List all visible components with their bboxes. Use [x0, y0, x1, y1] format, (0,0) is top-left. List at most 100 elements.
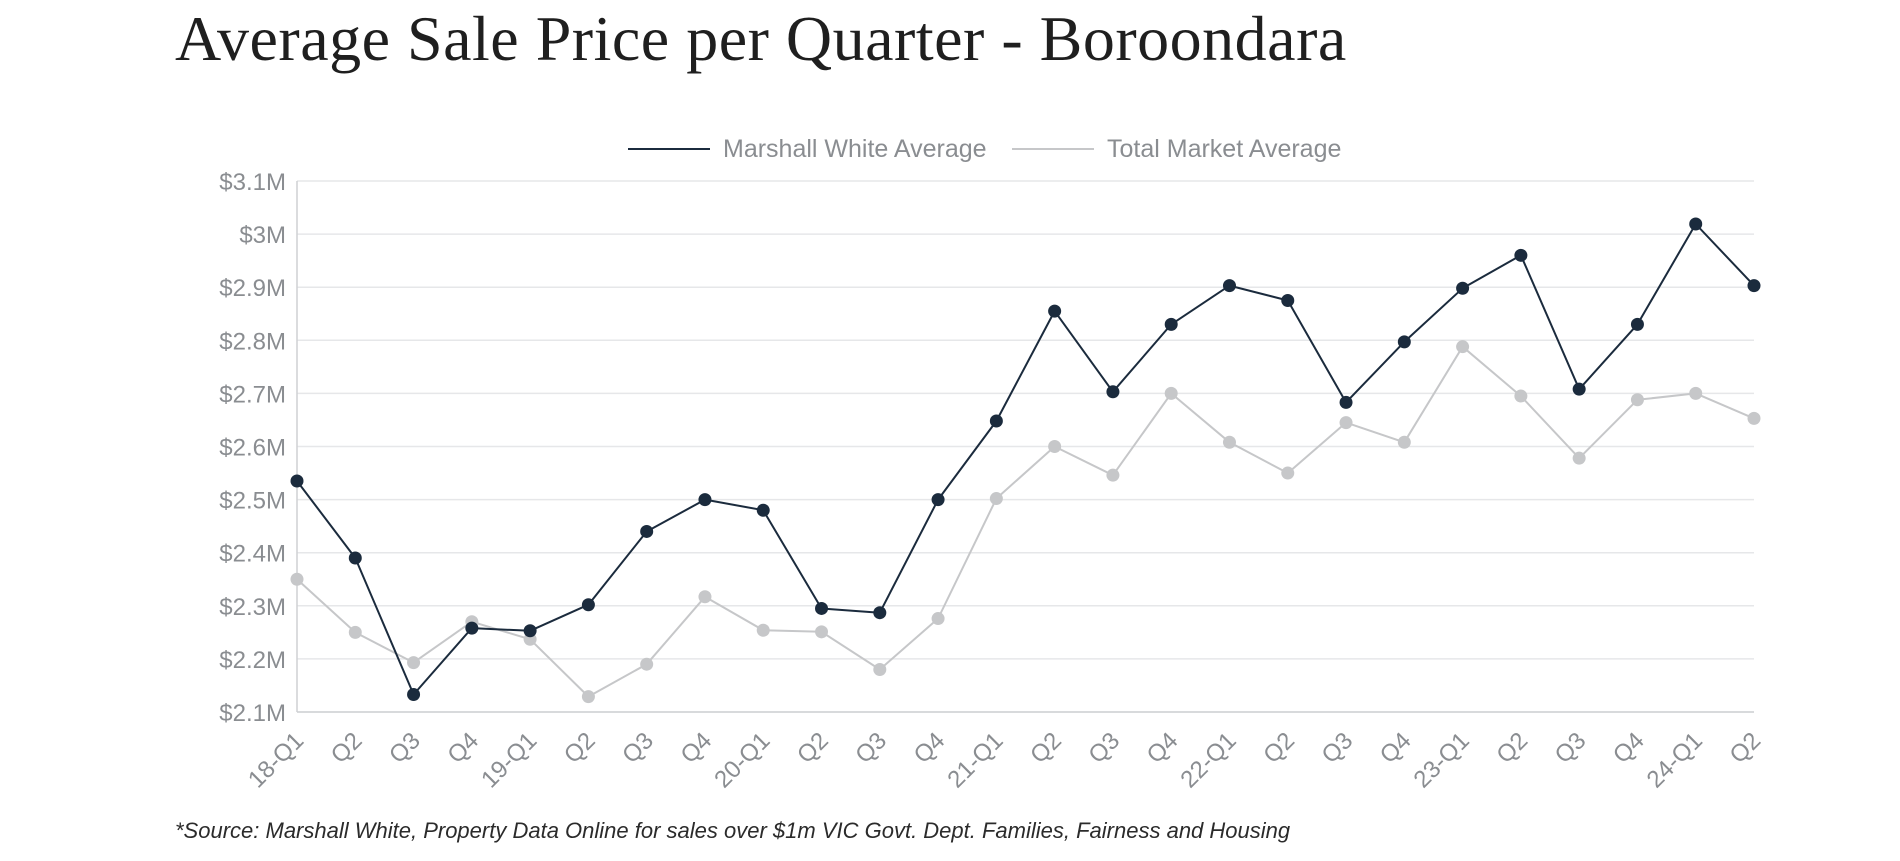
x-tick-label: Q4 — [909, 727, 951, 769]
data-point-total-market-average — [931, 612, 945, 626]
data-point-marshall-white-average — [873, 606, 887, 620]
data-point-marshall-white-average — [815, 601, 829, 615]
data-point-total-market-average — [1106, 468, 1120, 482]
data-point-total-market-average — [640, 657, 654, 671]
x-tick-label: Q4 — [1142, 727, 1184, 769]
legend-label-total-market-average: Total Market Average — [1107, 135, 1341, 163]
series-layer — [290, 217, 1761, 704]
chart-legend: Marshall White Average Total Market Aver… — [628, 135, 1341, 163]
x-tick-label: 21-Q1 — [942, 727, 1008, 793]
y-tick-label: $2.2M — [219, 647, 286, 674]
data-point-marshall-white-average — [756, 503, 770, 517]
y-tick-label: $2.6M — [219, 435, 286, 462]
x-tick-label: Q2 — [326, 727, 368, 769]
data-point-marshall-white-average — [1456, 281, 1470, 295]
x-tick-label: Q3 — [1317, 727, 1359, 769]
data-point-total-market-average — [290, 572, 304, 586]
data-point-total-market-average — [1048, 440, 1062, 453]
data-point-total-market-average — [1689, 386, 1703, 400]
data-point-total-market-average — [1164, 386, 1178, 400]
y-tick-label: $2.3M — [219, 594, 286, 621]
data-point-total-market-average — [1281, 466, 1295, 480]
x-tick-label: Q3 — [1083, 727, 1125, 769]
grid-lines — [297, 180, 1754, 713]
x-tick-label: Q2 — [1025, 727, 1067, 769]
source-note: *Source: Marshall White, Property Data O… — [175, 818, 1291, 843]
data-point-total-market-average — [348, 625, 362, 639]
data-point-marshall-white-average — [290, 474, 304, 488]
data-point-total-market-average — [698, 590, 712, 604]
x-tick-label: 23-Q1 — [1409, 727, 1475, 793]
data-point-total-market-average — [407, 656, 421, 670]
page-title: Average Sale Price per Quarter - Boroond… — [175, 3, 1347, 74]
x-tick-label: 18-Q1 — [243, 727, 309, 793]
data-point-marshall-white-average — [1514, 248, 1528, 262]
data-point-marshall-white-average — [1164, 317, 1178, 331]
data-point-marshall-white-average — [1630, 317, 1644, 331]
data-point-marshall-white-average — [348, 551, 362, 565]
data-point-total-market-average — [815, 625, 829, 639]
data-point-marshall-white-average — [1397, 335, 1411, 349]
data-point-marshall-white-average — [407, 687, 421, 701]
data-point-marshall-white-average — [989, 414, 1003, 428]
x-tick-label: Q2 — [1725, 727, 1767, 769]
data-point-total-market-average — [989, 492, 1003, 506]
data-point-total-market-average — [873, 663, 887, 677]
data-point-total-market-average — [1747, 411, 1761, 425]
data-point-marshall-white-average — [581, 598, 595, 612]
data-point-total-market-average — [1222, 435, 1236, 449]
y-tick-label: $2.8M — [219, 328, 286, 355]
x-tick-label: Q4 — [442, 727, 484, 769]
data-point-marshall-white-average — [465, 621, 479, 635]
data-point-total-market-average — [1456, 340, 1470, 354]
data-point-marshall-white-average — [1048, 304, 1062, 318]
legend-label-marshall-white-average: Marshall White Average — [723, 135, 987, 163]
data-point-total-market-average — [1572, 451, 1586, 465]
data-point-total-market-average — [1397, 435, 1411, 449]
y-tick-label: $2.4M — [219, 541, 286, 568]
x-tick-label: 19-Q1 — [476, 727, 542, 793]
x-tick-label: Q3 — [384, 727, 426, 769]
x-tick-label: Q2 — [1491, 727, 1533, 769]
x-tick-label: 22-Q1 — [1175, 727, 1241, 793]
data-point-marshall-white-average — [1222, 279, 1236, 293]
series-line-marshall-white-average — [296, 223, 1755, 696]
data-point-marshall-white-average — [931, 493, 945, 507]
data-point-total-market-average — [756, 623, 770, 637]
y-tick-label: $2.5M — [219, 488, 286, 515]
data-point-total-market-average — [1514, 389, 1528, 403]
data-point-marshall-white-average — [1281, 293, 1295, 307]
data-point-marshall-white-average — [640, 524, 654, 538]
x-tick-label: Q3 — [1550, 727, 1592, 769]
data-point-marshall-white-average — [523, 624, 537, 638]
data-point-marshall-white-average — [1339, 395, 1353, 409]
y-axis: $2.1M $2.2M $2.3M $2.4M $2.5M $2.6M $2.7M $2.8M… — [219, 169, 298, 727]
x-tick-label: Q2 — [559, 727, 601, 769]
data-point-total-market-average — [1339, 416, 1353, 430]
y-tick-label: $3.1M — [219, 169, 286, 196]
data-point-marshall-white-average — [1106, 385, 1120, 399]
x-tick-label: Q4 — [1375, 727, 1417, 769]
data-point-marshall-white-average — [1572, 382, 1586, 396]
y-tick-label: $3M — [239, 222, 286, 249]
series-marshall-white-average — [290, 217, 1761, 701]
x-tick-label: Q2 — [792, 727, 834, 769]
y-tick-label: $2.1M — [219, 700, 286, 727]
x-tick-label: Q4 — [1608, 727, 1650, 769]
data-point-total-market-average — [581, 690, 595, 704]
x-tick-label: 24-Q1 — [1642, 727, 1708, 793]
series-line-total-market-average — [296, 345, 1755, 698]
y-tick-label: $2.9M — [219, 275, 286, 302]
x-tick-label: Q2 — [1258, 727, 1300, 769]
data-point-marshall-white-average — [698, 493, 712, 507]
data-point-total-market-average — [1630, 393, 1644, 407]
x-tick-label: Q4 — [675, 727, 717, 769]
x-tick-label: Q3 — [617, 727, 659, 769]
data-point-marshall-white-average — [1689, 217, 1703, 231]
data-point-marshall-white-average — [1747, 279, 1761, 293]
y-tick-label: $2.7M — [219, 381, 286, 408]
x-tick-label: 20-Q1 — [709, 727, 775, 793]
series-total-market-average — [290, 340, 1761, 704]
